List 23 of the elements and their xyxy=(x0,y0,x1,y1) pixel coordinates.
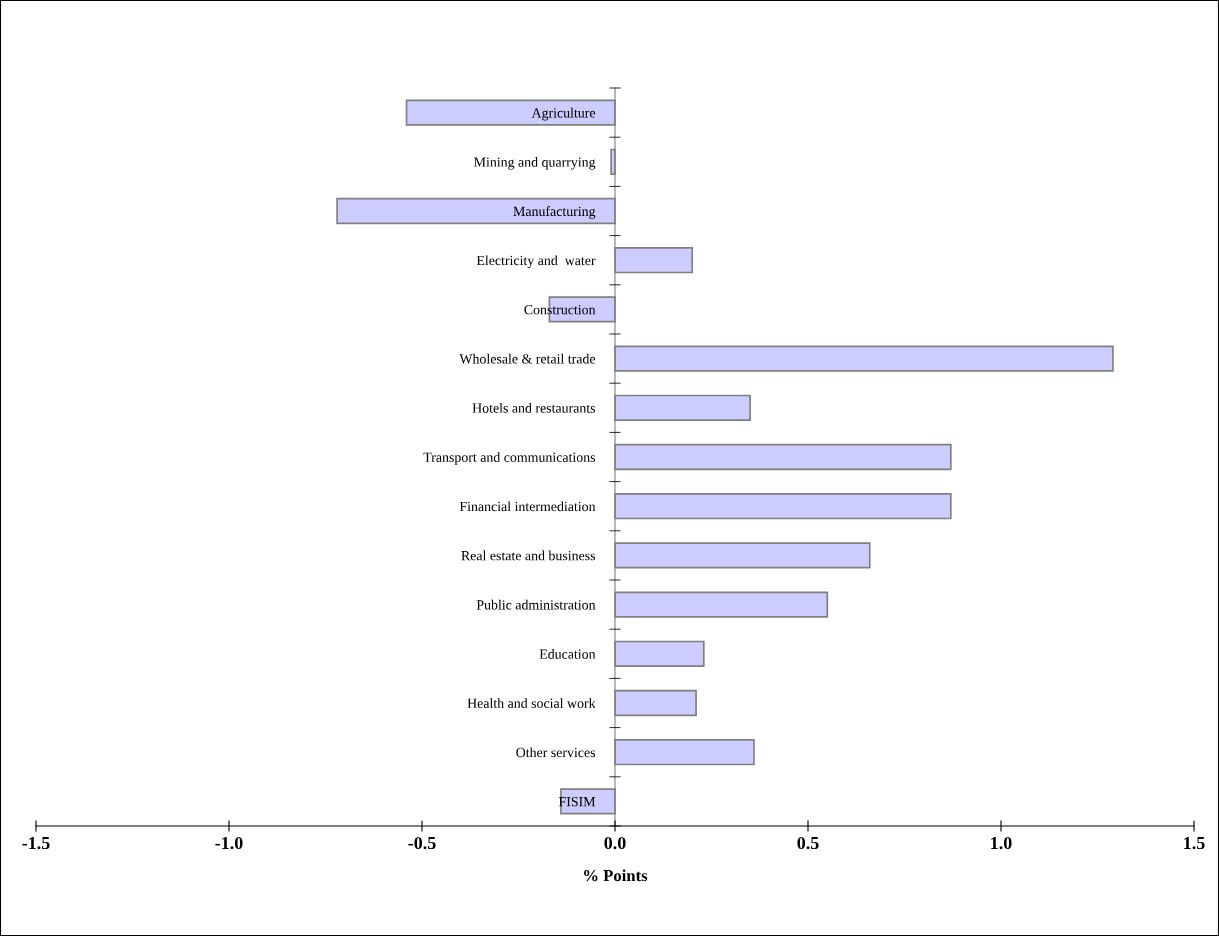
x-tick-label: 0.0 xyxy=(604,836,626,850)
y-tick-label: Financial intermediation xyxy=(459,501,596,512)
y-tick-label: Health and social work xyxy=(467,698,596,708)
y-tick-label: Agriculture xyxy=(531,107,596,121)
y-tick-label: Real estate and business xyxy=(461,550,596,561)
x-tick-label: -0.5 xyxy=(408,836,436,850)
x-tick-label: 1.5 xyxy=(1184,837,1205,850)
y-tick-label: Mining and quarrying xyxy=(474,156,596,170)
y-tick-label: Other services xyxy=(516,747,596,758)
y-tick-label: Construction xyxy=(524,305,596,315)
y-tick-label: Transport and communications xyxy=(423,452,596,465)
y-tick-label: Public administration xyxy=(476,599,596,610)
y-tick-label: Manufacturing xyxy=(513,206,596,219)
y-tick-label: Hotels and restaurants xyxy=(472,402,596,413)
y-tick-label: FISIM xyxy=(558,797,596,807)
x-tick-label: 0.5 xyxy=(797,836,819,850)
x-tick-label: -1.0 xyxy=(215,836,243,850)
x-tick-label: 1.0 xyxy=(991,836,1012,850)
y-tick-label: Wholesale & retail trade xyxy=(459,353,596,364)
x-axis-title: % Points xyxy=(584,869,648,882)
y-tick-label: Education xyxy=(539,648,596,659)
x-tick-label: -1.5 xyxy=(22,837,50,850)
y-tick-label: Electricity and water xyxy=(476,255,596,269)
